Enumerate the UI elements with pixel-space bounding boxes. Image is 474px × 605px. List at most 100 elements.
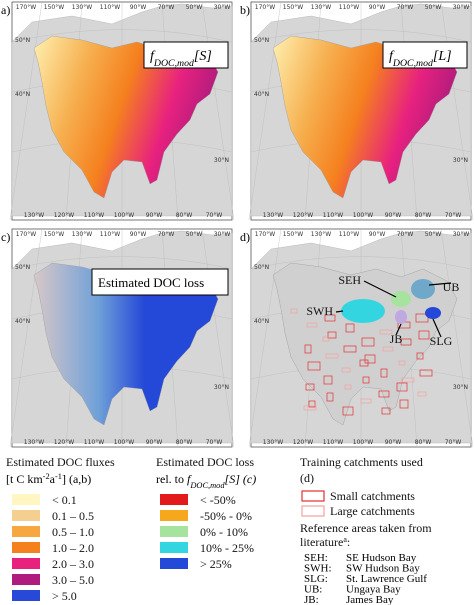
- lon-label: 50°W: [186, 4, 203, 11]
- legend-swatch: [160, 494, 188, 505]
- legend-label: > 25%: [200, 557, 232, 571]
- lon-label: 70°W: [158, 4, 175, 11]
- legend-label: 10% - 25%: [200, 541, 254, 555]
- catchment: [344, 384, 352, 390]
- lon-label: 120°W: [293, 439, 313, 446]
- catchment: [308, 400, 316, 408]
- lon-label: 70°W: [158, 231, 175, 238]
- lon-label: 130°W: [72, 231, 92, 238]
- lon-label: 130°W: [24, 439, 44, 446]
- catchment: [401, 377, 415, 383]
- lon-label: 30°W: [453, 231, 470, 238]
- graticule-line: [201, 228, 235, 448]
- lon-label: 80°W: [176, 212, 193, 219]
- title-box: [91, 268, 229, 296]
- catchment: [382, 346, 394, 352]
- graticule-line: [440, 228, 474, 448]
- reference-code: SWH:: [304, 563, 332, 575]
- panel-title-part: f: [150, 49, 156, 64]
- reference-title-part: :: [347, 535, 350, 549]
- legend-unit-part: ] (a,b): [62, 472, 91, 486]
- catchment: [322, 336, 330, 342]
- lon-label: 70°W: [397, 4, 414, 11]
- lon-label: 80°W: [176, 439, 193, 446]
- reference-code: SEH:: [304, 552, 328, 564]
- graticule-line: [248, 228, 282, 448]
- map-panel: 170°W 150°W 130°W 110°W 90°W 70°W 50°W 30°W 130°…: [1, 1, 235, 221]
- legend-label: 0.1 – 0.5: [52, 509, 94, 523]
- lon-label: 70°W: [445, 439, 462, 446]
- lon-label: 30°W: [214, 4, 231, 11]
- panel-title-part: f: [389, 49, 395, 64]
- panel-label: c): [1, 230, 10, 244]
- catchment: [416, 352, 424, 360]
- lon-label: 90°W: [146, 212, 163, 219]
- catchment: [362, 376, 370, 384]
- catchment: [304, 344, 312, 354]
- lat-label: 40°N: [15, 318, 30, 325]
- legend-subtitle: (d): [300, 471, 314, 485]
- catchment: [417, 391, 427, 397]
- legend-title: Estimated DOC loss: [156, 455, 254, 469]
- catchment: [326, 392, 334, 402]
- legend-unit-part: -1: [55, 472, 62, 481]
- catchment: [305, 383, 315, 391]
- catchment: [341, 367, 351, 373]
- reference-title-part: literature: [300, 535, 343, 549]
- lon-label: 70°W: [206, 439, 223, 446]
- annotation-arrow: [363, 280, 397, 298]
- catchment: [327, 331, 337, 339]
- catchment: [415, 313, 429, 323]
- lon-label: 120°W: [54, 439, 74, 446]
- legend-swatch: [12, 590, 40, 601]
- catchment: [418, 330, 430, 340]
- lon-label: 30°W: [214, 231, 231, 238]
- catchment: [306, 322, 318, 328]
- legend-subtitle-part: DOC,mod: [189, 481, 225, 490]
- legend-label: 0% - 10%: [200, 525, 248, 539]
- catchment: [345, 323, 355, 333]
- catchment: [364, 354, 376, 364]
- area-seh: [391, 291, 411, 307]
- lon-label: 100°W: [114, 212, 134, 219]
- lon-label: 170°W: [16, 4, 36, 11]
- lat-label: 30°N: [214, 384, 229, 391]
- lon-label: 150°W: [283, 4, 303, 11]
- lon-label: 150°W: [283, 231, 303, 238]
- legend-subtitle-part: [S] (c): [225, 472, 257, 486]
- lon-label: 70°W: [397, 231, 414, 238]
- reference-title: literaturea:: [300, 535, 350, 550]
- legend-swatch: [12, 574, 40, 585]
- lon-label: 90°W: [385, 439, 402, 446]
- lon-label: 170°W: [16, 231, 36, 238]
- annotation: SWH: [306, 304, 333, 318]
- panel-title-part: [L]: [433, 49, 452, 64]
- legend-label: Large catchments: [330, 504, 415, 518]
- reference-sup: a: [343, 535, 347, 544]
- map-body: SEH UB SWH JB SLG: [248, 228, 474, 448]
- lon-label: 30°W: [453, 4, 470, 11]
- lat-label: 30°N: [453, 157, 468, 164]
- legend-swatch: [12, 510, 40, 521]
- reference-name: St. Lawrence Gulf: [346, 573, 427, 585]
- legend-swatch: [301, 505, 325, 517]
- legend-label: 1.0 – 2.0: [52, 541, 94, 555]
- panel-title: fDOC,mod[L]: [389, 49, 452, 69]
- lon-label: 170°W: [255, 231, 275, 238]
- lon-label: 70°W: [206, 212, 223, 219]
- map-panel: SEH UB SWH JB SLG 170°W 150°W 130°W 110°W 90°W 70°…: [240, 228, 474, 448]
- catchment: [379, 329, 393, 335]
- area-swh: [341, 299, 385, 323]
- area-slg: [425, 307, 441, 319]
- catchment: [324, 314, 336, 322]
- lon-label: 130°W: [72, 4, 92, 11]
- legend-label: < -50%: [200, 493, 236, 507]
- legend-title: Training catchments used: [300, 455, 423, 469]
- legend-unit: [t C km-2a-1] (a,b): [6, 472, 91, 487]
- reference-name: James Bay: [346, 594, 394, 605]
- panel-label: a): [1, 3, 10, 17]
- catchment: [343, 345, 357, 353]
- lon-label: 110°W: [323, 439, 343, 446]
- lon-label: 70°W: [445, 212, 462, 219]
- lon-label: 120°W: [54, 212, 74, 219]
